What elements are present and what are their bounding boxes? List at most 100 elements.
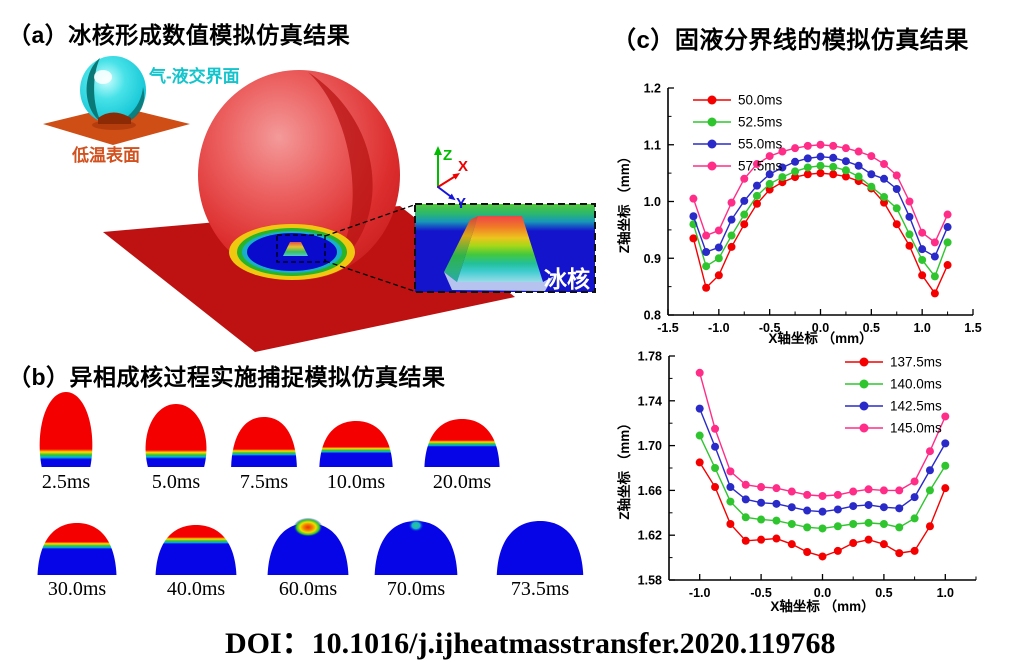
data-point xyxy=(772,534,781,543)
droplet-body xyxy=(374,521,458,575)
data-point xyxy=(829,170,838,179)
data-point xyxy=(741,495,750,504)
data-point xyxy=(752,160,761,169)
data-point xyxy=(791,144,800,153)
legend-marker xyxy=(707,95,717,105)
data-point xyxy=(787,520,796,528)
data-point xyxy=(829,153,838,162)
data-point xyxy=(867,152,876,161)
droplet-7.5ms xyxy=(231,417,297,467)
legend-marker xyxy=(707,139,717,149)
data-point xyxy=(726,497,735,506)
y-tick-label: 1.2 xyxy=(644,82,661,96)
legend-marker xyxy=(859,401,869,411)
data-point xyxy=(879,503,888,512)
data-point xyxy=(816,161,825,170)
data-point xyxy=(791,167,800,176)
data-point xyxy=(905,212,914,221)
droplet-body xyxy=(496,521,584,575)
data-point xyxy=(803,170,812,179)
data-point xyxy=(816,140,825,149)
x-tick-label: 0.5 xyxy=(875,586,892,600)
series-137.5ms xyxy=(695,458,950,561)
data-point xyxy=(925,466,934,475)
data-point xyxy=(925,447,934,456)
data-point xyxy=(772,516,781,525)
data-point xyxy=(740,196,749,205)
data-point xyxy=(943,261,952,270)
legend-label: 57.5ms xyxy=(738,159,783,174)
data-point xyxy=(841,157,850,166)
data-point xyxy=(757,483,766,492)
data-point xyxy=(772,499,781,508)
data-point xyxy=(778,163,787,172)
droplet-60.0ms xyxy=(267,517,349,575)
x-tick-label: -1.0 xyxy=(708,321,730,335)
data-point xyxy=(895,523,904,532)
data-point xyxy=(829,162,838,171)
data-point xyxy=(711,483,720,492)
data-point xyxy=(941,439,950,448)
droplet-time-label: 10.0ms xyxy=(326,471,386,493)
droplet-time-label: 7.5ms xyxy=(239,471,289,493)
data-point xyxy=(711,464,720,472)
legend-marker xyxy=(707,117,717,127)
droplet-hot-spot xyxy=(293,517,323,537)
data-point xyxy=(849,520,858,528)
x-tick-label: 1.5 xyxy=(964,321,981,335)
data-point xyxy=(741,536,750,545)
inset-pyramid-base xyxy=(444,272,554,291)
data-point xyxy=(803,141,812,150)
data-point xyxy=(787,487,796,496)
droplet-73.5ms xyxy=(496,521,584,575)
data-point xyxy=(943,238,952,247)
schematic-shell-cut-right xyxy=(128,87,145,121)
data-point xyxy=(803,523,812,532)
legend: 50.0ms 52.5ms 55.0ms 57.5ms xyxy=(693,93,783,174)
droplet-2.5ms xyxy=(39,392,93,467)
data-point xyxy=(787,503,796,512)
x-tick-label: 0.0 xyxy=(814,586,831,600)
zoom-inset: 冰核 xyxy=(414,203,596,293)
x-tick-label: -1.5 xyxy=(657,321,679,335)
droplet-body xyxy=(145,404,207,467)
y-axis-arrow xyxy=(448,193,456,201)
droplet-time-label: 70.0ms xyxy=(386,578,446,600)
data-point xyxy=(757,535,766,544)
data-point xyxy=(714,243,723,252)
legend-marker xyxy=(707,161,717,171)
panel-a-illustration: 气-液交界面 低温表面 冰核 xyxy=(43,56,596,352)
y-axis-line xyxy=(437,186,451,197)
legend-label: 55.0ms xyxy=(738,137,783,152)
data-point xyxy=(867,170,876,179)
data-point xyxy=(740,210,749,219)
droplet-body xyxy=(37,523,117,575)
droplet-20.0ms xyxy=(424,419,500,467)
data-point xyxy=(829,141,838,150)
data-point xyxy=(895,504,904,513)
droplet-body xyxy=(424,419,500,467)
legend-label: 52.5ms xyxy=(738,115,783,130)
data-point xyxy=(727,215,736,224)
data-point xyxy=(765,170,774,179)
inset-pyramid-front-face xyxy=(457,216,543,282)
data-point xyxy=(740,220,749,229)
data-point xyxy=(879,486,888,495)
data-point xyxy=(880,198,889,207)
data-point xyxy=(905,230,914,239)
data-point xyxy=(752,181,761,190)
x-tick-label: 1.0 xyxy=(913,321,930,335)
data-point xyxy=(765,185,774,194)
x-tick-label: 0.0 xyxy=(812,321,829,335)
data-point xyxy=(918,271,927,280)
data-point xyxy=(854,161,863,170)
data-point xyxy=(803,490,812,499)
y-axis-label: Y xyxy=(456,195,466,212)
data-point xyxy=(803,548,812,556)
data-point xyxy=(702,231,711,240)
legend-label: 140.0ms xyxy=(890,377,942,392)
x-tick-label: 1.0 xyxy=(937,586,954,600)
data-point xyxy=(818,552,827,561)
legend: 137.5ms 140.0ms 142.5ms 145.0ms xyxy=(845,355,942,436)
